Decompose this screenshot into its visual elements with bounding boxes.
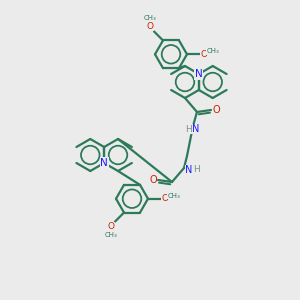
Text: O: O bbox=[146, 22, 154, 31]
Text: CH₃: CH₃ bbox=[207, 48, 219, 54]
Text: N: N bbox=[100, 158, 108, 168]
Text: CH₃: CH₃ bbox=[168, 193, 180, 199]
Text: N: N bbox=[195, 69, 203, 79]
Text: H: H bbox=[186, 124, 192, 134]
Text: O: O bbox=[107, 222, 115, 231]
Text: N: N bbox=[192, 124, 200, 134]
Text: O: O bbox=[212, 105, 220, 115]
Text: O: O bbox=[149, 175, 157, 185]
Text: O: O bbox=[161, 194, 169, 203]
Text: O: O bbox=[200, 50, 208, 59]
Text: N: N bbox=[185, 165, 193, 175]
Text: CH₃: CH₃ bbox=[144, 15, 156, 21]
Text: H: H bbox=[194, 166, 200, 175]
Text: CH₃: CH₃ bbox=[105, 232, 117, 238]
